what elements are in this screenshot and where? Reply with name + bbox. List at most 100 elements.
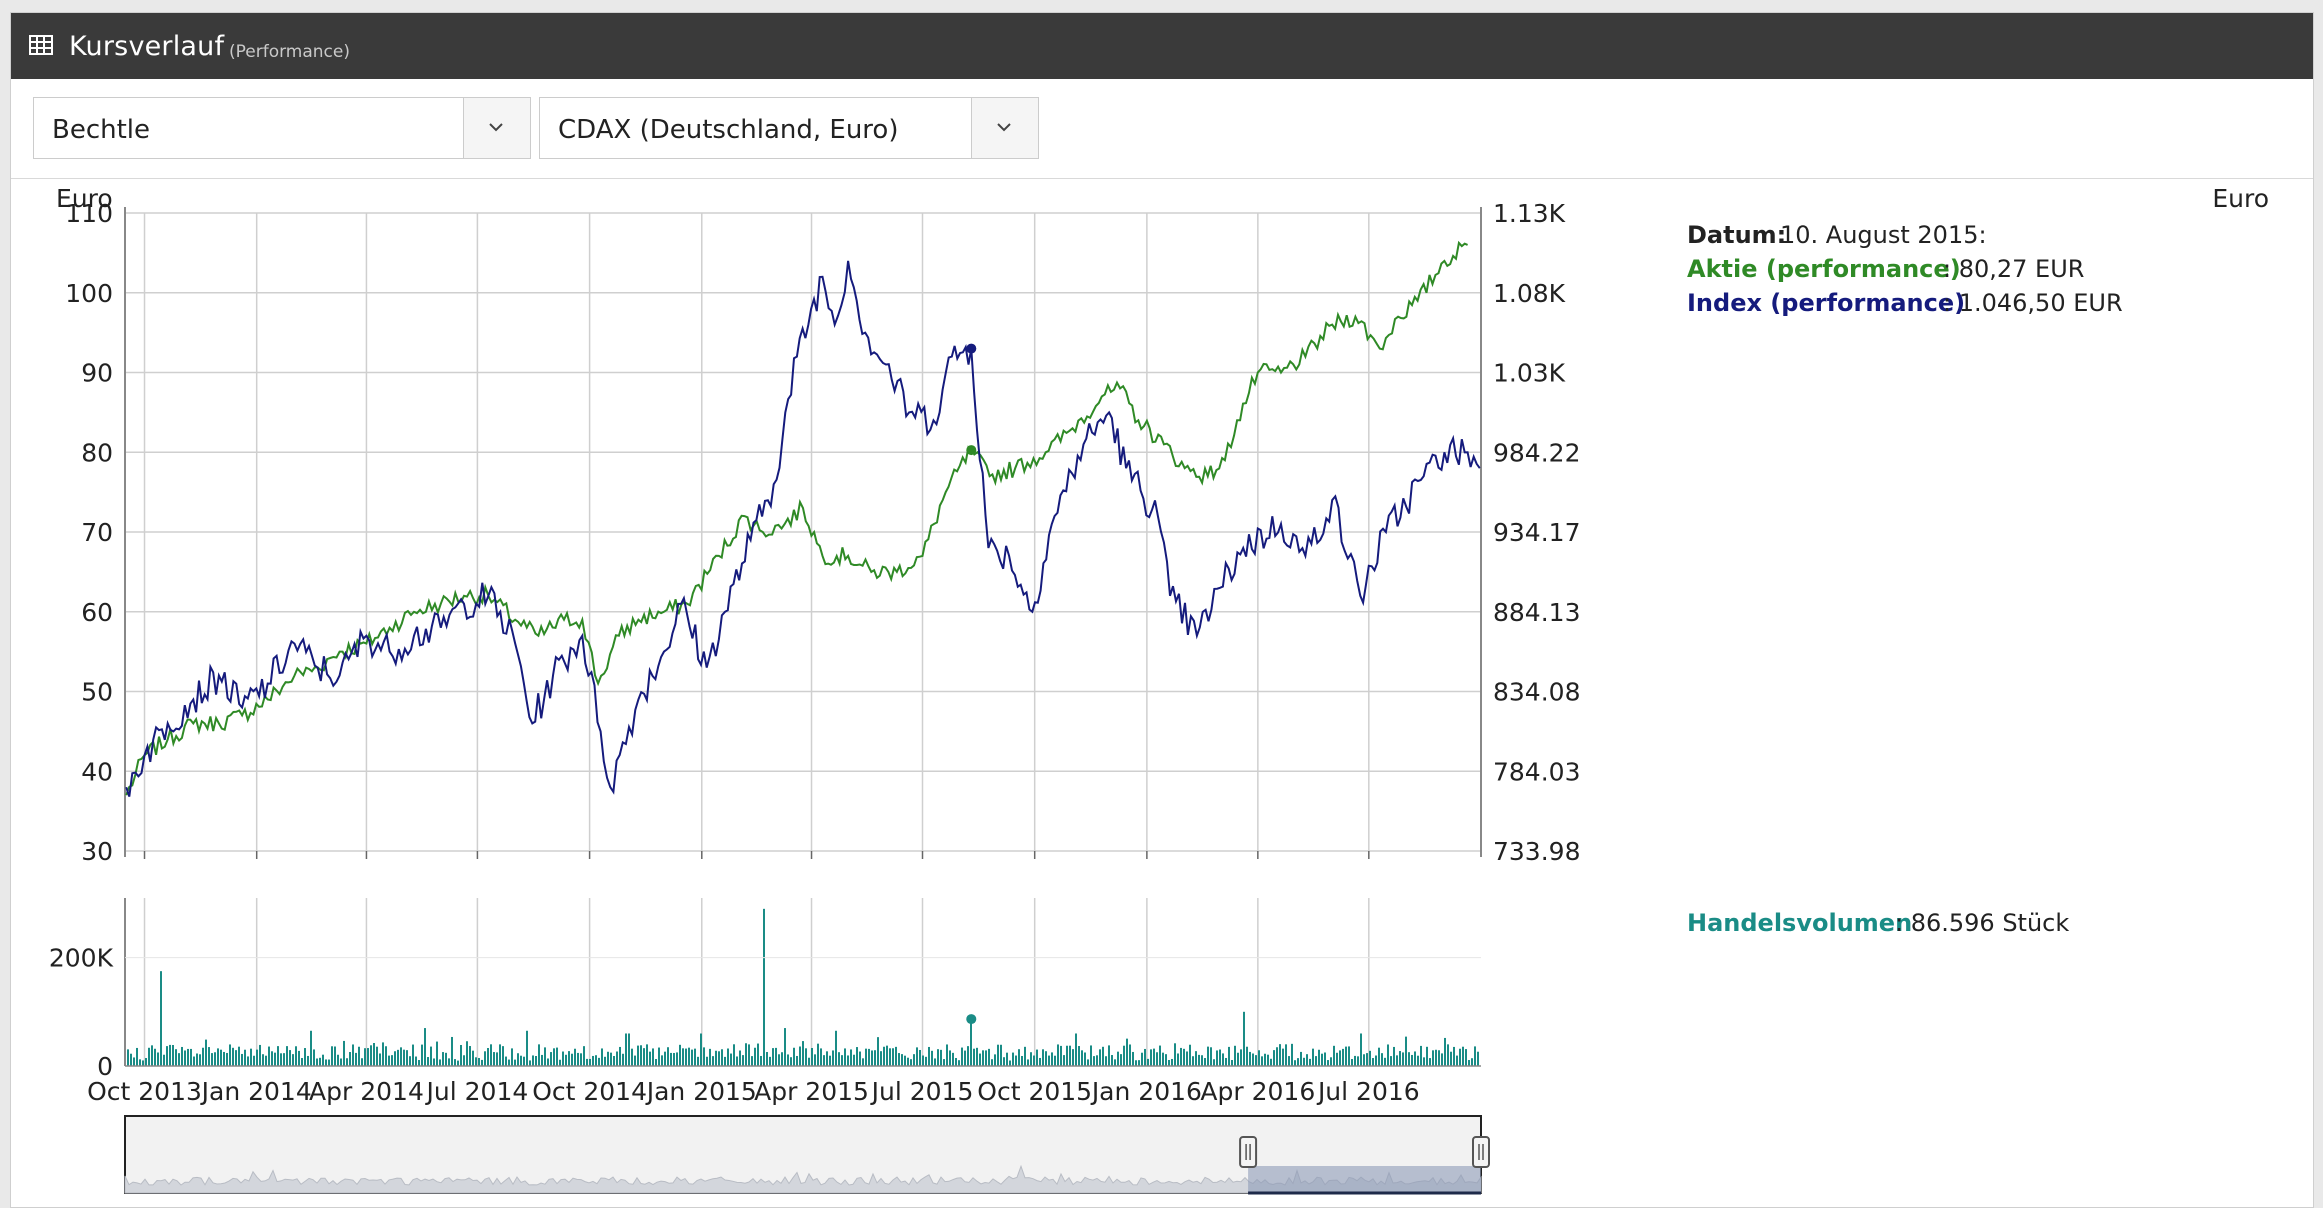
volume-bar [1225, 1057, 1227, 1066]
volume-bar [157, 1052, 159, 1066]
volume-bar [1132, 1051, 1134, 1066]
volume-bar [154, 1048, 156, 1066]
volume-bar [589, 1058, 591, 1066]
volume-bar [901, 1054, 903, 1066]
volume-bar [799, 1046, 801, 1066]
volume-bar [1228, 1046, 1230, 1066]
volume-bar [952, 1052, 954, 1066]
index-select[interactable]: CDAX (Deutschland, Euro) [539, 97, 1039, 159]
volume-bar [1162, 1052, 1164, 1066]
volume-bar [169, 1044, 171, 1066]
volume-bar [1288, 1056, 1290, 1066]
volume-bar [1045, 1051, 1047, 1066]
index-hover-marker [966, 343, 977, 354]
volume-bar [1090, 1045, 1092, 1066]
volume-bar [550, 1052, 552, 1066]
y-right-tick-label: 1.13K [1493, 199, 1566, 228]
volume-bar [370, 1045, 372, 1066]
volume-bar [190, 1048, 192, 1066]
index-select-toggle[interactable] [971, 98, 1038, 158]
volume-bar [289, 1050, 291, 1066]
handle-grip[interactable] [1239, 1136, 1258, 1168]
y-right-tick-label: 1.08K [1493, 279, 1566, 308]
volume-bar [250, 1048, 252, 1066]
volume-bar [595, 1055, 597, 1066]
volume-bar [895, 1046, 897, 1066]
volume-bar [541, 1054, 543, 1066]
volume-bar [1093, 1056, 1095, 1066]
volume-bar [1417, 1055, 1419, 1066]
navigator-handle-left[interactable] [1239, 1136, 1258, 1168]
volume-bar [778, 1054, 780, 1066]
volume-bar [1246, 1046, 1248, 1066]
volume-bar [388, 1055, 390, 1066]
volume-bar [592, 1055, 594, 1066]
volume-bar [1099, 1049, 1101, 1066]
volume-bar [718, 1051, 720, 1066]
volume-bar [160, 971, 162, 1066]
volume-bar [175, 1049, 177, 1066]
volume-bar [1153, 1048, 1155, 1066]
volume-bar [1156, 1052, 1158, 1066]
volume-bar [1084, 1052, 1086, 1066]
volume-bar [1474, 1046, 1476, 1066]
volume-bar [268, 1046, 270, 1066]
volume-bar [1384, 1057, 1386, 1066]
volume-hover-marker [966, 1014, 977, 1025]
panel-header: Kursverlauf (Performance) [11, 13, 2313, 79]
volume-bar [784, 1028, 786, 1066]
volume-bar [487, 1048, 489, 1066]
volume-bar [253, 1055, 255, 1066]
volume-bar [1165, 1054, 1167, 1066]
volume-bar [226, 1052, 228, 1066]
volume-bar [1015, 1055, 1017, 1066]
volume-bar [1267, 1054, 1269, 1066]
volume-bar [766, 1052, 768, 1066]
volume-bar [739, 1050, 741, 1066]
stock-select-toggle[interactable] [463, 98, 530, 158]
volume-bar [142, 1060, 144, 1066]
volume-bar [562, 1051, 564, 1066]
volume-bar [568, 1051, 570, 1066]
volume-bar [1027, 1059, 1029, 1066]
navigator-handle-right[interactable] [1472, 1136, 1490, 1168]
volume-bar [796, 1055, 798, 1066]
volume-bar [946, 1044, 948, 1066]
volume-bar [1063, 1055, 1065, 1066]
volume-bar [1327, 1060, 1329, 1066]
volume-bar [1435, 1049, 1437, 1066]
volume-bar [409, 1056, 411, 1066]
volume-bar [1180, 1047, 1182, 1066]
volume-bar [898, 1053, 900, 1066]
volume-bar [583, 1046, 585, 1066]
volume-bar [505, 1056, 507, 1066]
volume-bar [928, 1046, 930, 1066]
volume-bar [1198, 1054, 1200, 1066]
handle-grip[interactable] [1472, 1136, 1490, 1168]
volume-bar [1342, 1048, 1344, 1066]
volume-bar [241, 1053, 243, 1066]
volume-bar [1024, 1046, 1026, 1066]
volume-bar [163, 1054, 165, 1066]
volume-bar [808, 1057, 810, 1066]
volume-bar [697, 1056, 699, 1066]
volume-bar [475, 1057, 477, 1066]
volume-bar [418, 1060, 420, 1066]
volume-bar [208, 1047, 210, 1066]
volume-bar [1339, 1050, 1341, 1066]
volume-bar [301, 1058, 303, 1066]
performance-chart[interactable]: 110 1.13K 100 1.08K 90 1.03K 80 984.22 70 934.17 6… [11, 13, 2313, 1207]
volume-bar [1378, 1047, 1380, 1066]
volume-bar [991, 1059, 993, 1066]
volume-bar [1390, 1056, 1392, 1066]
volume-bar [634, 1055, 636, 1066]
stock-select[interactable]: Bechtle [33, 97, 531, 159]
volume-bar [802, 1041, 804, 1066]
volume-bar [1009, 1060, 1011, 1066]
volume-bar [1033, 1055, 1035, 1066]
volume-bar [1207, 1046, 1209, 1066]
volume-bar [1372, 1058, 1374, 1066]
volume-bar [1105, 1056, 1107, 1066]
volume-bar [1453, 1046, 1455, 1066]
volume-bar [970, 1019, 972, 1066]
